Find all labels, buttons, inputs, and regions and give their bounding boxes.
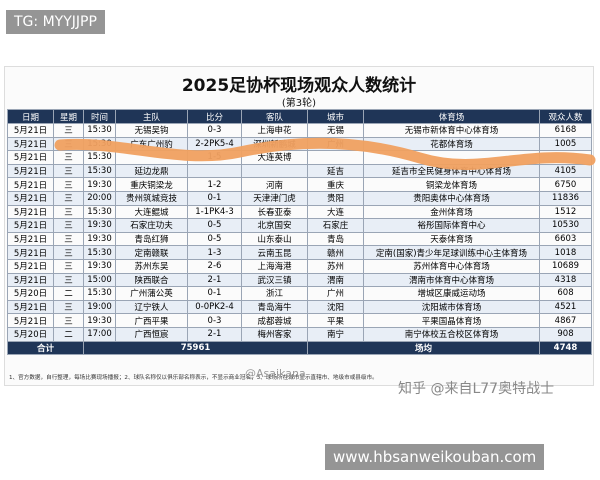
cell: 裕彤国际体育中心: [363, 218, 540, 233]
cell: 贵阳: [307, 190, 364, 206]
cell: 5月21日: [7, 190, 54, 206]
cell: 15:30: [83, 163, 116, 179]
total-row: 合计 75961 场均 4748: [7, 340, 592, 356]
row: 5月21日三 15:30 无锡吴钩 0-3 上海申花 无锡 无锡市新体育中心体育场 6168: [7, 123, 592, 138]
cell: 0-1: [187, 190, 242, 206]
cell: 三: [53, 190, 84, 206]
table: 日期 星期 时间 主队 比分 客队 城市 体育场 观众人数 5月21日三 15:30 无锡吴钩 0-3…: [7, 109, 592, 356]
cell: 2-1: [187, 272, 242, 288]
cell: 0-0PK2-4: [187, 299, 242, 315]
cell: 2-2PK5-4: [187, 136, 242, 152]
avg-label: 场均: [307, 340, 540, 356]
title: 2025足协杯现场观众人数统计: [181, 76, 417, 96]
cell: 15:00: [83, 272, 116, 288]
column-header: 客队: [241, 109, 308, 124]
total-label: 合计: [7, 340, 84, 356]
row: 5月20日二 17:00 广西恒宸 2-1 梅州客家 南宁 南宁体校五合校区体育场 908: [7, 326, 592, 342]
footnote: 1、官方数据，自行整理，每场比赛现场播报；2、球队名称仅以俱乐部名称表示，不显示…: [9, 375, 378, 381]
cell: 贵阳奥体中心体育场: [363, 190, 540, 206]
cell: 1005: [539, 136, 592, 152]
cell: 5月21日: [7, 272, 54, 288]
column-header: 主队: [115, 109, 188, 124]
watermark: 知乎 @来自L77奥特战士: [398, 381, 555, 397]
column-header: 城市: [307, 109, 364, 124]
header-row: 日期 星期 时间 主队 比分 客队 城市 体育场 观众人数: [7, 109, 592, 124]
cell: 赣州: [307, 245, 364, 260]
cell: 10530: [539, 218, 592, 233]
cell: 沈阳: [307, 299, 364, 315]
cell: 19:00: [83, 299, 116, 315]
cell: 0-5: [187, 218, 242, 233]
cell: 沈阳城市体育场: [363, 299, 540, 315]
cell: 19:30: [83, 218, 116, 233]
cell: 武汉三镇: [241, 272, 308, 288]
column-header: 时间: [83, 109, 116, 124]
cell: 1-3: [187, 245, 242, 260]
cell: 17:00: [83, 326, 116, 342]
cell: 石家庄功夫: [115, 218, 188, 233]
cell: 4521: [539, 299, 592, 315]
avg-value: 4748: [539, 340, 592, 356]
row: 5月21日三 19:30 广西平果 0-3 成都蓉城 平果 平果国晶体育场 4867: [7, 313, 592, 328]
row: 5月21日三 20:00 贵州筑城竞技 0-1 天津津门虎 贵阳 贵阳奥体中心体育场 1183…: [7, 190, 592, 206]
cell: 4318: [539, 272, 592, 288]
cell: 南宁: [307, 326, 364, 342]
cell: 11836: [539, 190, 592, 206]
row: 5月21日三 19:30 苏州东吴 2-6 上海海港 苏州 苏州体育中心体育场 10689: [7, 258, 592, 274]
sheet: 2025足协杯现场观众人数统计 (第3轮) 日期 星期 时间 主队 比分 客队 城市 体育场观…: [4, 66, 594, 386]
row: 5月21日三 15:30 大连鲲城 1-1PK4-3 长春亚泰 大连 金州体育场 1512: [7, 204, 592, 220]
cell: 辽宁铁人: [115, 299, 188, 315]
watermark: @Asaikana: [245, 367, 306, 380]
row: 5月21日三 15:00 陕西联合 2-1 武汉三镇 渭南 渭南市体育中心体育场 4318: [7, 272, 592, 288]
cell: 青岛海牛: [241, 299, 308, 315]
cell: 延边龙鼎: [115, 163, 188, 179]
cell: 6603: [539, 231, 592, 247]
table-body: 5月21日三 15:30 无锡吴钩 0-3 上海申花 无锡 无锡市新体育中心体育场 6168 5…: [7, 123, 592, 356]
column-header: 观众人数: [539, 109, 592, 124]
row: 5月21日三 19:00 辽宁铁人 0-0PK2-4 青岛海牛 沈阳 沈阳城市体育场 4521: [7, 299, 592, 315]
total-value: 75961: [83, 340, 308, 356]
cell: 1018: [539, 245, 592, 260]
watermark: www.hbsanweikouban.com: [325, 444, 545, 470]
column-header: 日期: [7, 109, 54, 124]
cell: 天津津门虎: [241, 190, 308, 206]
cell: 渭南市体育中心体育场: [363, 272, 540, 288]
cell: 908: [539, 326, 592, 342]
cell: 广西恒宸: [115, 326, 188, 342]
cell: 石家庄: [307, 218, 364, 233]
subtitle: (第3轮): [281, 98, 317, 109]
column-header: 比分: [187, 109, 242, 124]
column-header: 体育场: [363, 109, 540, 124]
row: 5月21日三 19:30 石家庄功夫 0-5 北京国安 石家庄 裕彤国际体育中心 10530: [7, 218, 592, 233]
watermark: TG: MYYJJPP: [6, 10, 105, 34]
cell: 云南玉昆: [241, 245, 308, 260]
cell: 定南赣联: [115, 245, 188, 260]
